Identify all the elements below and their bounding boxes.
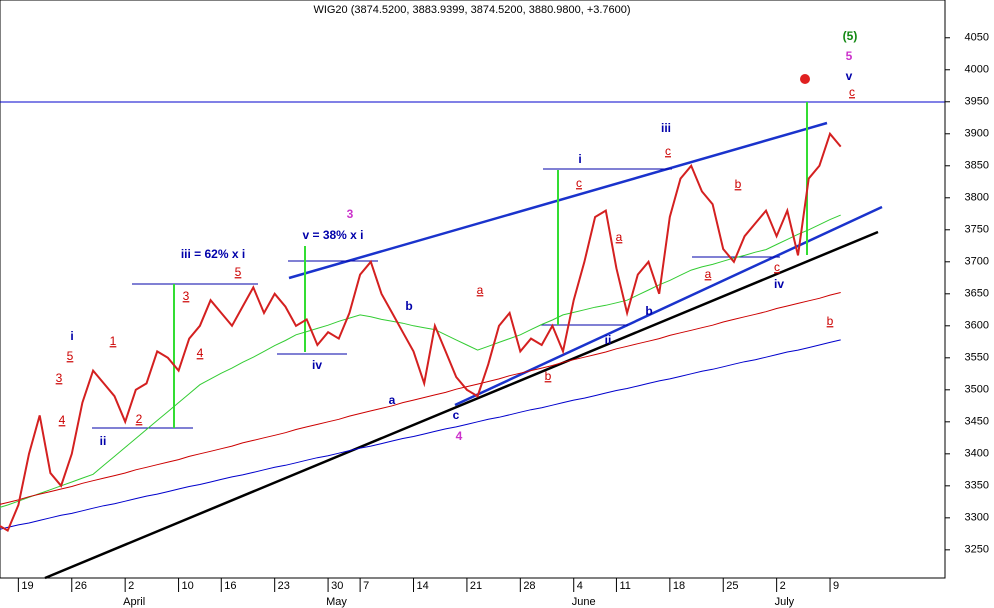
month-label: May <box>326 596 347 608</box>
x-tick-label: 11 <box>619 580 630 592</box>
y-tick-label: 3600 <box>965 320 989 332</box>
wave-label: b <box>645 304 652 318</box>
level-lines <box>92 168 780 429</box>
x-tick-label: 18 <box>673 580 685 592</box>
wave-label: ii <box>605 333 612 347</box>
wave-label: b <box>405 299 412 313</box>
wave-label: b <box>827 314 834 328</box>
y-tick-label: 3850 <box>965 160 989 172</box>
wave-label: c <box>576 176 582 190</box>
y-tick-label: 4050 <box>965 32 989 44</box>
y-tick-label: 3350 <box>965 480 989 492</box>
wave-label: a <box>477 283 484 297</box>
wave-label: 3 <box>347 207 354 221</box>
measure-lines <box>173 102 808 428</box>
y-tick-label: 3900 <box>965 128 989 140</box>
wave-label: ii <box>100 434 107 448</box>
wave-label: 4 <box>197 346 204 360</box>
wave-label: iii = 62% x i <box>181 247 245 261</box>
wave-label: 3 <box>183 289 190 303</box>
y-tick-label: 3300 <box>965 512 989 524</box>
trend-line <box>44 230 879 580</box>
wave-label: 5 <box>67 349 74 363</box>
month-label: July <box>775 596 795 608</box>
wave-label: c <box>849 85 855 99</box>
wave-label: b <box>545 369 552 383</box>
x-tick-label: 23 <box>278 580 290 592</box>
x-tick-label: 21 <box>470 580 482 592</box>
wave-label: 3 <box>56 371 63 385</box>
wave-label: (5) <box>843 29 858 43</box>
price-line <box>0 131 842 533</box>
moving-average <box>0 292 841 505</box>
y-tick-label: 4000 <box>965 64 989 76</box>
x-tick-label: 9 <box>833 580 839 592</box>
x-tick-label: 16 <box>224 580 236 592</box>
wave-label: c <box>774 260 780 274</box>
wave-label: c <box>665 144 671 158</box>
x-tick-label: 2 <box>780 580 786 592</box>
moving-average <box>0 339 841 530</box>
y-tick-label: 3250 <box>965 544 989 556</box>
y-tick-label: 3950 <box>965 96 989 108</box>
wave-label: iv <box>312 358 322 372</box>
wave-label: b <box>735 177 742 191</box>
wave-label: iv <box>774 277 784 291</box>
y-tick-label: 3550 <box>965 352 989 364</box>
wave-label: 1 <box>110 334 117 348</box>
wave-label: 4 <box>456 429 463 443</box>
x-tick-label: 7 <box>363 580 369 592</box>
y-tick-label: 3700 <box>965 256 989 268</box>
moving-average <box>0 214 841 508</box>
x-tick-label: 2 <box>128 580 134 592</box>
chart-title: WIG20 (3874.5200, 3883.9399, 3874.5200, … <box>313 4 630 16</box>
plot-frame <box>0 0 946 579</box>
wave-label: 5 <box>235 265 242 279</box>
x-tick-label: 19 <box>21 580 33 592</box>
wave-label: a <box>616 230 623 244</box>
y-tick-label: 3450 <box>965 416 989 428</box>
wave-label: 5 <box>846 49 853 63</box>
y-tick-label: 3650 <box>965 288 989 300</box>
wave-label: 4 <box>59 413 66 427</box>
x-tick-label: 30 <box>331 580 343 592</box>
month-label: June <box>572 596 596 608</box>
wave-label: c <box>453 408 460 422</box>
y-tick-label: 3500 <box>965 384 989 396</box>
wave-label: v <box>846 69 853 83</box>
x-tick-label: 25 <box>726 580 738 592</box>
wave-label: iii <box>661 121 671 135</box>
wave-label: v = 38% x i <box>302 228 363 242</box>
wave-label: a <box>705 267 712 281</box>
x-tick-label: 26 <box>75 580 87 592</box>
x-tick-label: 10 <box>182 580 194 592</box>
y-tick-label: 3750 <box>965 224 989 236</box>
month-label: April <box>123 596 145 608</box>
wave-label: 2 <box>136 412 143 426</box>
y-tick-label: 3400 <box>965 448 989 460</box>
y-tick-label: 3800 <box>965 192 989 204</box>
x-tick-label: 4 <box>577 580 583 592</box>
marker-icon <box>800 74 810 84</box>
x-tick-label: 14 <box>417 580 429 592</box>
x-tick-label: 28 <box>523 580 535 592</box>
wave-label: i <box>70 329 73 343</box>
wave-label: i <box>578 152 581 166</box>
wave-label: a <box>389 393 396 407</box>
